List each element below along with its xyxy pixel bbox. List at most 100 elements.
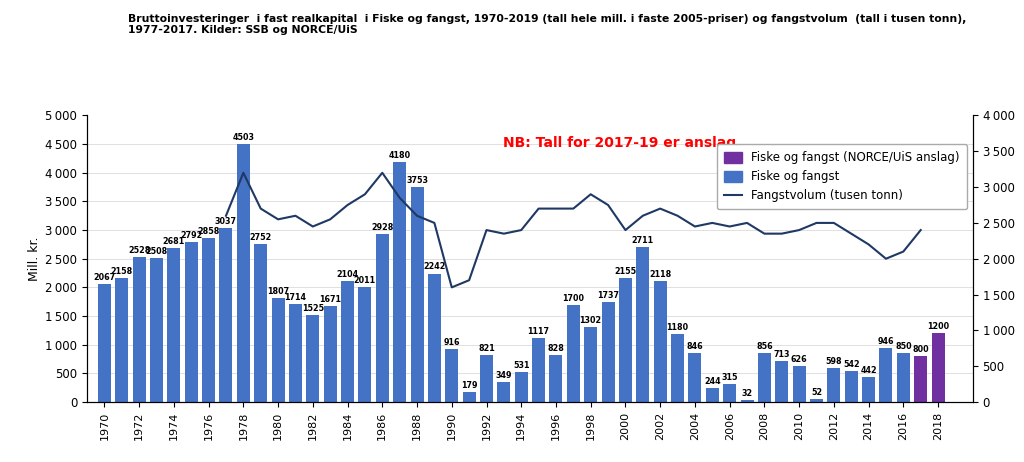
Text: 598: 598 (825, 357, 842, 366)
Bar (775, 361, 788, 402)
Text: 1737: 1737 (597, 292, 620, 300)
Text: 1302: 1302 (580, 316, 602, 325)
Text: Bruttoinvesteringer  i fast realkapital  i Fiske og fangst, 1970-2019 (tall hele: Bruttoinvesteringer i fast realkapital i… (128, 14, 967, 36)
Bar (411, 187, 424, 402)
Text: 2067: 2067 (93, 273, 116, 281)
Bar (793, 366, 806, 402)
Bar (341, 281, 354, 402)
Bar (463, 392, 475, 402)
Text: 2858: 2858 (198, 227, 220, 236)
Text: 1700: 1700 (562, 293, 585, 303)
Bar (706, 388, 719, 402)
Bar (567, 304, 580, 402)
Bar (810, 399, 823, 402)
Text: 2792: 2792 (180, 231, 203, 240)
Bar (98, 284, 111, 402)
Text: 800: 800 (912, 345, 929, 354)
Bar (618, 279, 632, 402)
Bar (428, 274, 441, 402)
Bar (289, 304, 302, 402)
Bar (601, 303, 614, 402)
Text: 315: 315 (721, 373, 738, 382)
Text: 713: 713 (773, 350, 790, 359)
Bar (758, 353, 771, 402)
Text: 32: 32 (741, 389, 753, 398)
Bar (740, 400, 754, 402)
Text: 856: 856 (756, 342, 773, 351)
Text: 1117: 1117 (527, 327, 550, 336)
Text: 1714: 1714 (285, 293, 306, 302)
Text: 3753: 3753 (407, 176, 428, 185)
Text: 349: 349 (496, 371, 512, 380)
Bar (271, 298, 285, 402)
Bar (862, 377, 876, 402)
Text: 2508: 2508 (145, 247, 168, 256)
Bar (254, 244, 267, 402)
Bar (550, 354, 562, 402)
Text: 2118: 2118 (649, 270, 672, 279)
Text: 244: 244 (703, 377, 721, 386)
Bar (237, 144, 250, 402)
Text: 2528: 2528 (128, 246, 151, 255)
Text: 2681: 2681 (163, 237, 185, 246)
Text: 442: 442 (860, 365, 877, 375)
Text: 946: 946 (878, 337, 894, 346)
Text: 531: 531 (513, 360, 529, 370)
Bar (498, 382, 510, 402)
Bar (932, 333, 944, 402)
Bar (688, 353, 701, 402)
Bar (914, 356, 927, 402)
Text: 2242: 2242 (423, 262, 445, 272)
Text: 2158: 2158 (111, 267, 133, 276)
Bar (532, 338, 545, 402)
Bar (480, 355, 493, 402)
Bar (202, 238, 215, 402)
Text: 1200: 1200 (927, 322, 949, 331)
Bar (723, 384, 736, 402)
Text: 846: 846 (687, 342, 703, 352)
Text: 3037: 3037 (215, 217, 237, 226)
Text: 2011: 2011 (354, 276, 376, 285)
Bar (515, 371, 527, 402)
Y-axis label: Mill. kr.: Mill. kr. (28, 237, 41, 281)
Text: 52: 52 (811, 388, 822, 397)
Text: 4180: 4180 (388, 152, 411, 160)
Bar (358, 287, 372, 402)
Text: 1180: 1180 (667, 323, 688, 332)
Bar (306, 315, 319, 402)
Bar (150, 258, 163, 402)
Bar (393, 163, 407, 402)
Text: 1807: 1807 (267, 287, 289, 297)
Bar (184, 242, 198, 402)
Text: 542: 542 (843, 360, 859, 369)
Text: 1671: 1671 (319, 295, 341, 304)
Bar (219, 228, 232, 402)
Text: 850: 850 (895, 342, 911, 351)
Bar (585, 328, 597, 402)
Text: 626: 626 (791, 355, 808, 364)
Bar (653, 280, 667, 402)
Text: 821: 821 (478, 344, 495, 353)
Text: 179: 179 (461, 381, 477, 389)
Bar (880, 348, 893, 402)
Bar (133, 257, 145, 402)
Bar (116, 278, 128, 402)
Text: 2752: 2752 (250, 233, 271, 242)
Bar (636, 247, 649, 402)
Bar (671, 334, 684, 402)
Text: 2711: 2711 (632, 236, 654, 244)
Bar (445, 349, 459, 402)
Text: 916: 916 (443, 339, 460, 347)
Bar (167, 249, 180, 402)
Text: 828: 828 (548, 344, 564, 353)
Bar (376, 234, 389, 402)
Text: 1525: 1525 (302, 304, 324, 313)
Bar (897, 353, 910, 402)
Text: NB: Tall for 2017-19 er anslag: NB: Tall for 2017-19 er anslag (504, 135, 736, 150)
Text: 2155: 2155 (614, 267, 637, 276)
Text: 2104: 2104 (337, 270, 358, 280)
Bar (827, 368, 841, 402)
Text: 2928: 2928 (371, 223, 393, 232)
Legend: Fiske og fangst (NORCE/UiS anslag), Fiske og fangst, Fangstvolum (tusen tonn): Fiske og fangst (NORCE/UiS anslag), Fisk… (717, 144, 967, 209)
Text: 4503: 4503 (232, 133, 254, 142)
